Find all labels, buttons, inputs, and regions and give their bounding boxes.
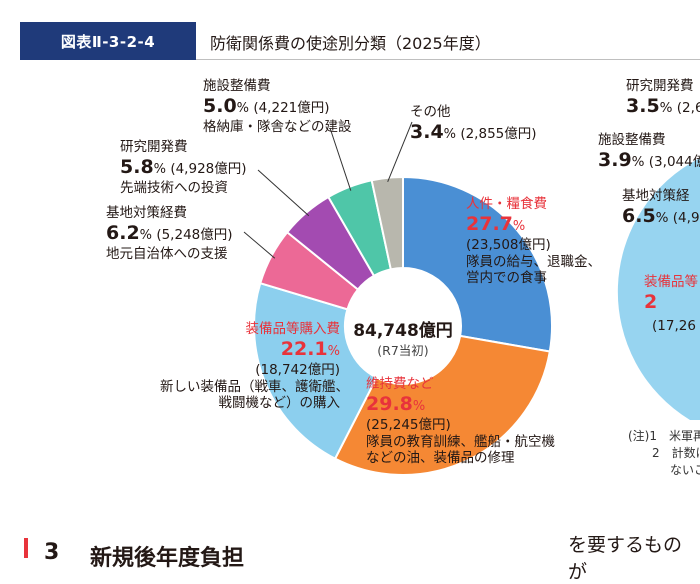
section-title: 新規後年度負担 [90, 546, 245, 571]
label-base: 基地対策経費 6.2% (5,248億円) 地元自治体への支援 [106, 205, 233, 263]
section-marker [24, 538, 28, 558]
leader-line-5 [329, 127, 352, 191]
label-category: 研究開発費 [120, 139, 188, 155]
label-category: 維持費など [366, 376, 434, 392]
label-desc-1: 格納庫・隊舎などの建設 [203, 118, 352, 135]
label-amount: (23,508億円) [466, 236, 551, 253]
leader-line-6 [387, 121, 413, 182]
peek-base: 基地対策経 6.5% (4,9 [622, 188, 700, 227]
title-rule [196, 59, 700, 60]
label-amount: (2,855億円) [460, 125, 537, 142]
figure-label: 図表Ⅱ-3-2-4 [20, 22, 196, 60]
label-percent: 5.8% [120, 155, 167, 178]
label-maintenance: 維持費など 29.8% (25,245億円) 隊員の教育訓練、艦船・航空機 など… [366, 376, 555, 467]
donut-chart [243, 121, 700, 476]
label-percent: 29.8% [366, 392, 426, 415]
leader-line-3 [243, 231, 276, 259]
label-amount: (25,245億円) [366, 416, 451, 433]
label-equipment: 装備品等購入費 22.1% (18,742億円) 新しい装備品（戦車、護衛艦、 … [160, 321, 349, 412]
label-research: 研究開発費 5.8% (4,928億円) 先端技術への投資 [120, 139, 247, 197]
label-percent: 6.2% [106, 221, 153, 244]
peek-notes: (注)1 米軍再 2 計数は ないこ [628, 429, 700, 477]
label-amount: (4,221億円) [253, 99, 330, 116]
label-other: その他 3.4% (2,855億円) [410, 104, 537, 145]
slice-2 [253, 281, 378, 460]
label-personnel: 人件・糧食費 27.7% (23,508億円) 隊員の給与、退職金、 営内での食… [466, 196, 601, 287]
peek-facility: 施設整備費 3.9% (3,044億 [598, 132, 700, 171]
peek-equipment: 装備品等 2 [644, 274, 698, 313]
section-number: 3 [44, 540, 60, 565]
slice-6 [370, 175, 404, 271]
label-facility: 施設整備費 5.0% (4,221億円) 格納庫・隊舎などの建設 [203, 78, 352, 136]
label-amount: (4,928億円) [170, 160, 247, 177]
label-category: その他 [410, 104, 451, 120]
label-percent: 3.4% [410, 120, 457, 143]
label-category: 基地対策経費 [106, 205, 187, 221]
label-desc-1: 隊員の教育訓練、艦船・航空機 [366, 433, 555, 450]
label-percent: 5.0% [203, 94, 250, 117]
label-desc-1: 地元自治体への支援 [106, 245, 228, 262]
slice-1 [333, 334, 551, 476]
peek-equipment-amount: (17,26 [652, 318, 696, 334]
label-category: 人件・糧食費 [466, 196, 547, 212]
label-desc-1: 新しい装備品（戦車、護衛艦、 [160, 378, 349, 395]
label-category: 装備品等購入費 [245, 321, 341, 337]
label-desc-2: 営内での食事 [466, 270, 547, 287]
body-text: を要するものが [568, 534, 683, 583]
center-note: (R7当初) [377, 343, 429, 358]
label-desc-1: 隊員の給与、退職金、 [466, 253, 601, 270]
figure-title: 防衛関係費の使途別分類（2025年度） [210, 34, 491, 53]
label-amount: (5,248億円) [156, 226, 233, 243]
peek-research: 研究開発費 3.5% (2,6 [626, 78, 700, 117]
leader-line-4 [257, 169, 310, 217]
label-desc-2: などの油、装備品の修理 [366, 450, 515, 467]
label-percent: 27.7% [466, 212, 526, 235]
center-total: 84,748億円 [353, 321, 453, 341]
peek-chart-edge [617, 158, 700, 420]
label-category: 施設整備費 [203, 78, 271, 94]
label-desc-2: 戦闘機など）の購入 [218, 395, 341, 412]
slice-0 [402, 175, 553, 353]
label-desc-1: 先端技術への投資 [120, 179, 228, 196]
label-percent: 22.1% [280, 337, 340, 360]
label-amount: (18,742億円) [255, 361, 340, 378]
